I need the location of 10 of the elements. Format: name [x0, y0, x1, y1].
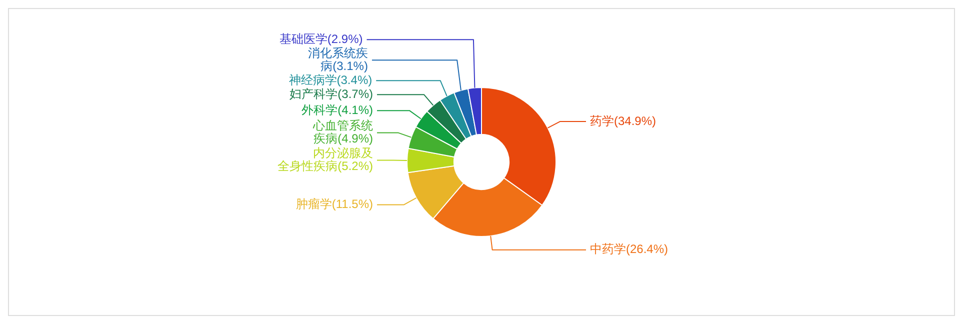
slice-label: 中药学(26.4%) [590, 242, 668, 256]
slice-label: 外科学(4.1%) [302, 102, 374, 117]
slice-label: 妇产科学(3.7%) [290, 86, 374, 101]
slice-label: 内分泌腺及全身性疾病(5.2%) [278, 146, 374, 174]
slice-label: 消化系统疾病(3.1%) [308, 46, 368, 73]
slice-label: 心血管系统疾病(4.9%) [312, 118, 374, 146]
slice-label: 药学(34.9%) [590, 114, 656, 128]
slice-label: 神经病学(3.4%) [288, 72, 372, 87]
slice-label: 肿瘤学(11.5%) [296, 197, 373, 212]
slice-label: 基础医学(2.9%) [279, 32, 363, 46]
